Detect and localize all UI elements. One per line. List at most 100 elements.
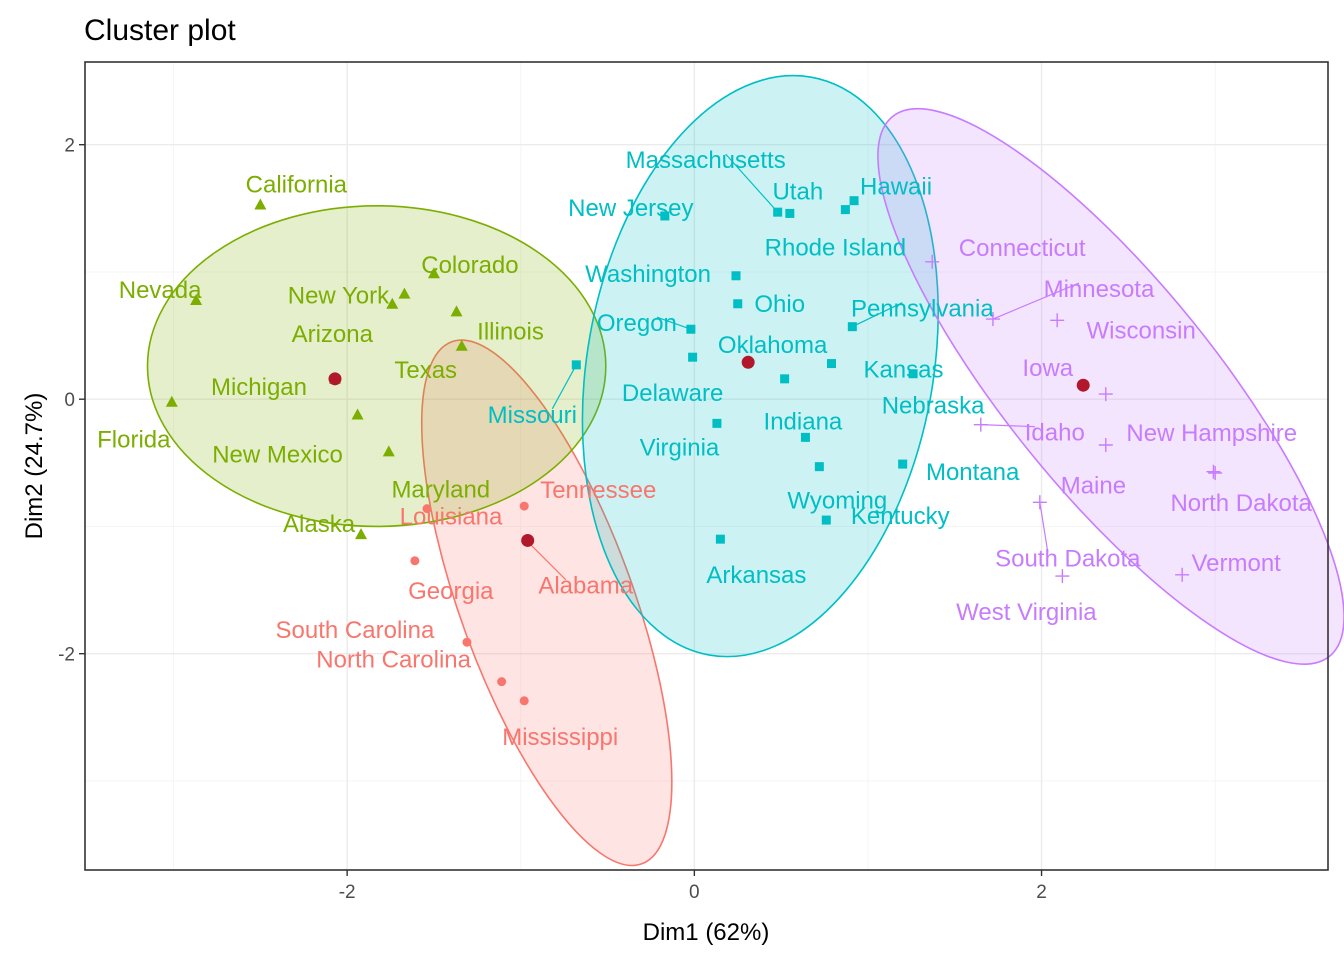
- y-tick-label: 2: [64, 136, 75, 157]
- cluster-3-centroid: [741, 355, 755, 369]
- point-label-tennessee: Tennessee: [540, 477, 656, 504]
- chart-title: Cluster plot: [84, 14, 236, 47]
- y-axis-title: Dim2 (24.7%): [21, 393, 48, 540]
- point-arkansas: [715, 534, 725, 544]
- point-ohio: [733, 299, 743, 309]
- label-leader-line: [527, 541, 567, 581]
- point-alaska: [355, 528, 368, 540]
- point-texas: [455, 339, 468, 351]
- point-montana: [898, 459, 908, 469]
- point-idaho: [973, 417, 988, 432]
- point-new-jersey: [660, 211, 670, 221]
- point-label-connecticut: Connecticut: [959, 235, 1086, 262]
- point-illinois: [450, 305, 463, 317]
- point-label-west-virginia: West Virginia: [956, 599, 1097, 626]
- y-tick-label: 0: [64, 390, 75, 411]
- point-label-maine: Maine: [1061, 473, 1126, 500]
- point-oklahoma: [688, 352, 698, 362]
- point-label-kentucky: Kentucky: [851, 503, 950, 530]
- point-iowa: [1098, 387, 1113, 402]
- point-rhode-island: [840, 205, 850, 215]
- cluster-1-ellipse: [420, 339, 673, 867]
- cluster-2-centroid: [328, 372, 342, 386]
- point-label-montana: Montana: [926, 459, 1020, 486]
- point-mississippi: [519, 696, 529, 706]
- label-leader-line: [1039, 502, 1049, 553]
- cluster-3-ellipse: [581, 74, 939, 658]
- point-label-wyoming: Wyoming: [787, 488, 887, 515]
- point-maryland: [382, 445, 395, 457]
- point-west-virginia: [1055, 569, 1070, 584]
- point-label-florida: Florida: [97, 427, 171, 454]
- label-leader-line: [656, 316, 692, 330]
- point-hawaii: [849, 196, 859, 206]
- point-label-oklahoma: Oklahoma: [718, 332, 828, 359]
- point-label-washington: Washington: [585, 261, 711, 288]
- axes: -2 0 2 -2 0 2: [58, 136, 1047, 903]
- label-leader-line: [980, 424, 1035, 428]
- point-pennsylvania: [847, 322, 857, 332]
- point-kansas: [826, 359, 836, 369]
- point-wisconsin: [1050, 313, 1065, 328]
- point-arizona: [386, 297, 399, 309]
- y-tick-label: -2: [58, 645, 75, 666]
- point-label-hawaii: Hawaii: [860, 174, 932, 201]
- x-tick-label: 2: [1036, 882, 1047, 903]
- point-new-york: [398, 287, 411, 299]
- point-south-dakota: [1032, 495, 1047, 510]
- data-points: [165, 196, 1223, 706]
- x-tick-label: 0: [689, 882, 700, 903]
- cluster-4-centroid: [1076, 378, 1090, 392]
- x-axis-title: Dim1 (62%): [643, 919, 770, 946]
- point-tennessee: [519, 501, 529, 511]
- label-leader-line: [852, 302, 903, 328]
- point-delaware: [780, 374, 790, 384]
- point-label-new-jersey: New Jersey: [568, 195, 693, 222]
- point-label-pennsylvania: Pennsylvania: [851, 296, 994, 323]
- cluster-2-ellipse: [146, 204, 607, 528]
- point-label-nevada: Nevada: [119, 277, 202, 304]
- point-label-arkansas: Arkansas: [706, 562, 806, 589]
- panel-border: [84, 61, 1329, 871]
- point-label-vermont: Vermont: [1191, 550, 1281, 577]
- point-label-maryland: Maryland: [391, 476, 490, 503]
- point-washington: [731, 271, 741, 281]
- point-label-texas: Texas: [394, 357, 457, 384]
- point-oregon: [686, 324, 696, 334]
- point-vermont: [1175, 567, 1190, 582]
- point-label-oregon: Oregon: [597, 310, 677, 337]
- point-connecticut: [925, 254, 940, 269]
- point-minnesota: [985, 312, 1000, 327]
- label-leader-line: [992, 282, 1080, 320]
- point-label-nebraska: Nebraska: [882, 393, 985, 420]
- point-label-mississippi: Mississippi: [502, 724, 618, 751]
- point-label-north-dakota: North Dakota: [1170, 490, 1312, 517]
- point-new-mexico: [351, 408, 364, 420]
- point-missouri: [571, 360, 581, 370]
- point-label-virginia: Virginia: [640, 434, 720, 461]
- point-label-missouri: Missouri: [488, 402, 577, 429]
- point-label-idaho: Idaho: [1025, 420, 1085, 447]
- point-label-south-carolina: South Carolina: [276, 617, 435, 644]
- point-kentucky: [821, 515, 831, 525]
- point-label-massachusetts: Massachusetts: [626, 147, 786, 174]
- point-wyoming: [814, 462, 824, 472]
- point-label-indiana: Indiana: [764, 408, 843, 435]
- point-label-minnesota: Minnesota: [1044, 276, 1155, 303]
- cluster-1-centroid: [521, 533, 535, 547]
- point-label-alaska: Alaska: [283, 511, 356, 538]
- point-florida: [165, 395, 178, 407]
- point-label-new-york: New York: [288, 283, 390, 310]
- point-label-delaware: Delaware: [622, 380, 723, 407]
- point-label-alabama: Alabama: [538, 573, 633, 600]
- point-label-ohio: Ohio: [754, 291, 805, 318]
- point-virginia: [800, 432, 810, 442]
- point-label-michigan: Michigan: [211, 374, 307, 401]
- point-louisiana: [422, 504, 432, 514]
- point-nevada: [190, 293, 203, 305]
- point-label-georgia: Georgia: [408, 578, 494, 605]
- point-nebraska: [908, 369, 918, 379]
- label-leader-line: [725, 153, 779, 213]
- point-label-kansas: Kansas: [863, 357, 943, 384]
